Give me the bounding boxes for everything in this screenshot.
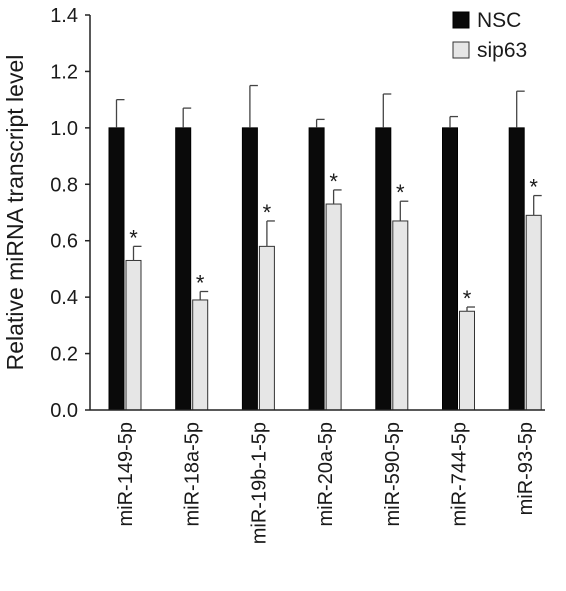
significance-marker: * — [329, 169, 338, 194]
bar-nsc — [375, 127, 392, 411]
bar-nsc — [108, 127, 125, 411]
y-tick-label: 0.8 — [50, 174, 78, 196]
y-tick-label: 0.6 — [50, 231, 78, 253]
bar-nsc — [508, 127, 525, 411]
bar-nsc — [175, 127, 192, 411]
x-category-label: miR-18a-5p — [182, 422, 204, 526]
y-tick-label: 1.0 — [50, 118, 78, 140]
bar-sip63 — [192, 299, 209, 411]
x-category-label: miR-149-5p — [115, 422, 137, 526]
bar-sip63 — [325, 203, 342, 411]
significance-marker: * — [463, 286, 472, 311]
x-category-label: miR-20a-5p — [315, 422, 337, 526]
bar-sip63 — [392, 220, 409, 411]
y-axis-title: Relative miRNA transcript level — [2, 55, 28, 371]
x-category-label: miR-744-5p — [449, 422, 471, 526]
bar-nsc — [442, 127, 458, 411]
x-category-label: miR-93-5p — [515, 422, 537, 515]
bar-nsc — [241, 127, 258, 411]
bar-nsc — [308, 127, 325, 411]
y-tick-label: 0.2 — [50, 344, 78, 366]
legend-swatch-nsc — [452, 11, 470, 29]
legend-swatch-sip63 — [452, 41, 470, 59]
bar-sip63 — [125, 259, 142, 411]
legend-label-nsc: NSC — [477, 9, 521, 32]
significance-marker: * — [196, 271, 205, 296]
significance-marker: * — [396, 180, 405, 205]
y-tick-label: 1.4 — [50, 5, 78, 27]
significance-marker: * — [529, 175, 538, 200]
bar-sip63 — [459, 310, 475, 411]
significance-marker: * — [263, 200, 272, 225]
x-category-label: miR-590-5p — [382, 422, 404, 526]
y-tick-label: 0.4 — [50, 287, 78, 309]
y-tick-label: 0.0 — [50, 400, 78, 422]
y-tick-label: 1.2 — [50, 61, 78, 83]
bar-sip63 — [525, 214, 542, 411]
bar-sip63 — [258, 245, 275, 411]
significance-marker: * — [129, 225, 138, 250]
x-category-label: miR-19b-1-5p — [248, 422, 270, 544]
legend-label-sip63: sip63 — [477, 39, 527, 62]
